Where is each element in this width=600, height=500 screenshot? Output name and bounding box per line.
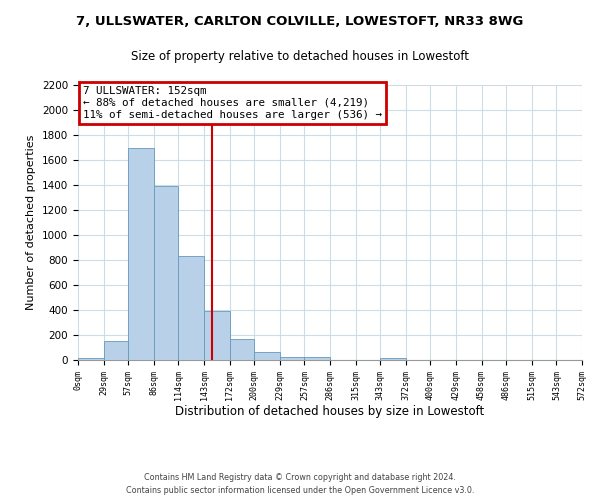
Y-axis label: Number of detached properties: Number of detached properties [26, 135, 37, 310]
Text: 7 ULLSWATER: 152sqm
← 88% of detached houses are smaller (4,219)
11% of semi-det: 7 ULLSWATER: 152sqm ← 88% of detached ho… [83, 86, 382, 120]
Text: Size of property relative to detached houses in Lowestoft: Size of property relative to detached ho… [131, 50, 469, 63]
Bar [230, 340, 254, 360]
Bar [178, 256, 204, 360]
Bar [104, 340, 128, 360]
X-axis label: Distribution of detached houses by size in Lowestoft: Distribution of detached houses by size … [175, 406, 485, 418]
Bar [154, 186, 178, 360]
Bar [304, 357, 330, 360]
Text: Contains HM Land Registry data © Crown copyright and database right 2024.
Contai: Contains HM Land Registry data © Crown c… [126, 474, 474, 495]
Bar [280, 357, 304, 360]
Bar [254, 352, 280, 360]
Bar [128, 148, 154, 360]
Bar [78, 358, 104, 360]
Bar [380, 358, 406, 360]
Bar [204, 311, 230, 360]
Text: 7, ULLSWATER, CARLTON COLVILLE, LOWESTOFT, NR33 8WG: 7, ULLSWATER, CARLTON COLVILLE, LOWESTOF… [76, 15, 524, 28]
